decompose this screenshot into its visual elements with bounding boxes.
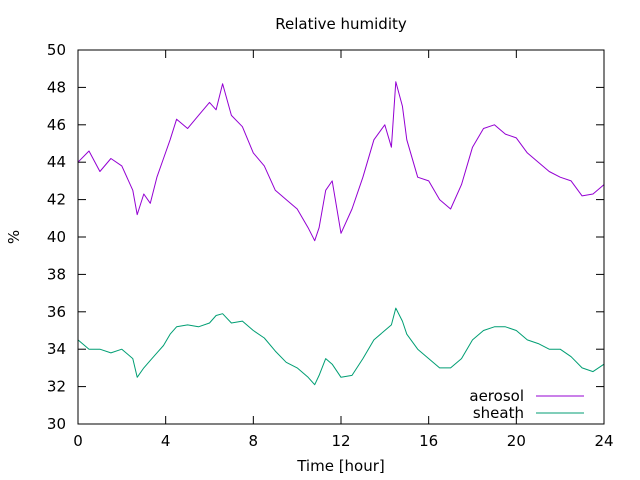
y-tick-label: 46 bbox=[47, 116, 66, 134]
y-tick-label: 48 bbox=[47, 78, 66, 96]
x-tick-label: 12 bbox=[331, 432, 350, 450]
legend-label-aerosol: aerosol bbox=[469, 387, 524, 405]
x-tick-label: 24 bbox=[594, 432, 613, 450]
y-tick-label: 44 bbox=[47, 153, 66, 171]
x-axis-title: Time [hour] bbox=[296, 457, 385, 475]
x-tick-label: 4 bbox=[161, 432, 171, 450]
x-tick-label: 8 bbox=[249, 432, 259, 450]
y-tick-label: 32 bbox=[47, 378, 66, 396]
y-axis-title: % bbox=[5, 230, 23, 244]
plot-frame bbox=[77, 49, 605, 425]
series-layer bbox=[77, 81, 605, 386]
x-tick-label: 0 bbox=[73, 432, 83, 450]
chart-title: Relative humidity bbox=[275, 15, 407, 33]
y-tick-label: 34 bbox=[47, 340, 66, 358]
y-tick-label: 50 bbox=[47, 41, 66, 59]
series-line-aerosol bbox=[77, 81, 605, 242]
y-tick-label: 38 bbox=[47, 265, 66, 283]
y-tick-label: 42 bbox=[47, 191, 66, 209]
x-tick-label: 16 bbox=[419, 432, 438, 450]
y-tick-label: 40 bbox=[47, 228, 66, 246]
y-tick-label: 30 bbox=[47, 415, 66, 433]
x-tick-label: 20 bbox=[507, 432, 526, 450]
legend-label-sheath: sheath bbox=[473, 404, 524, 422]
y-tick-label: 36 bbox=[47, 303, 66, 321]
series-line-sheath bbox=[77, 307, 605, 386]
